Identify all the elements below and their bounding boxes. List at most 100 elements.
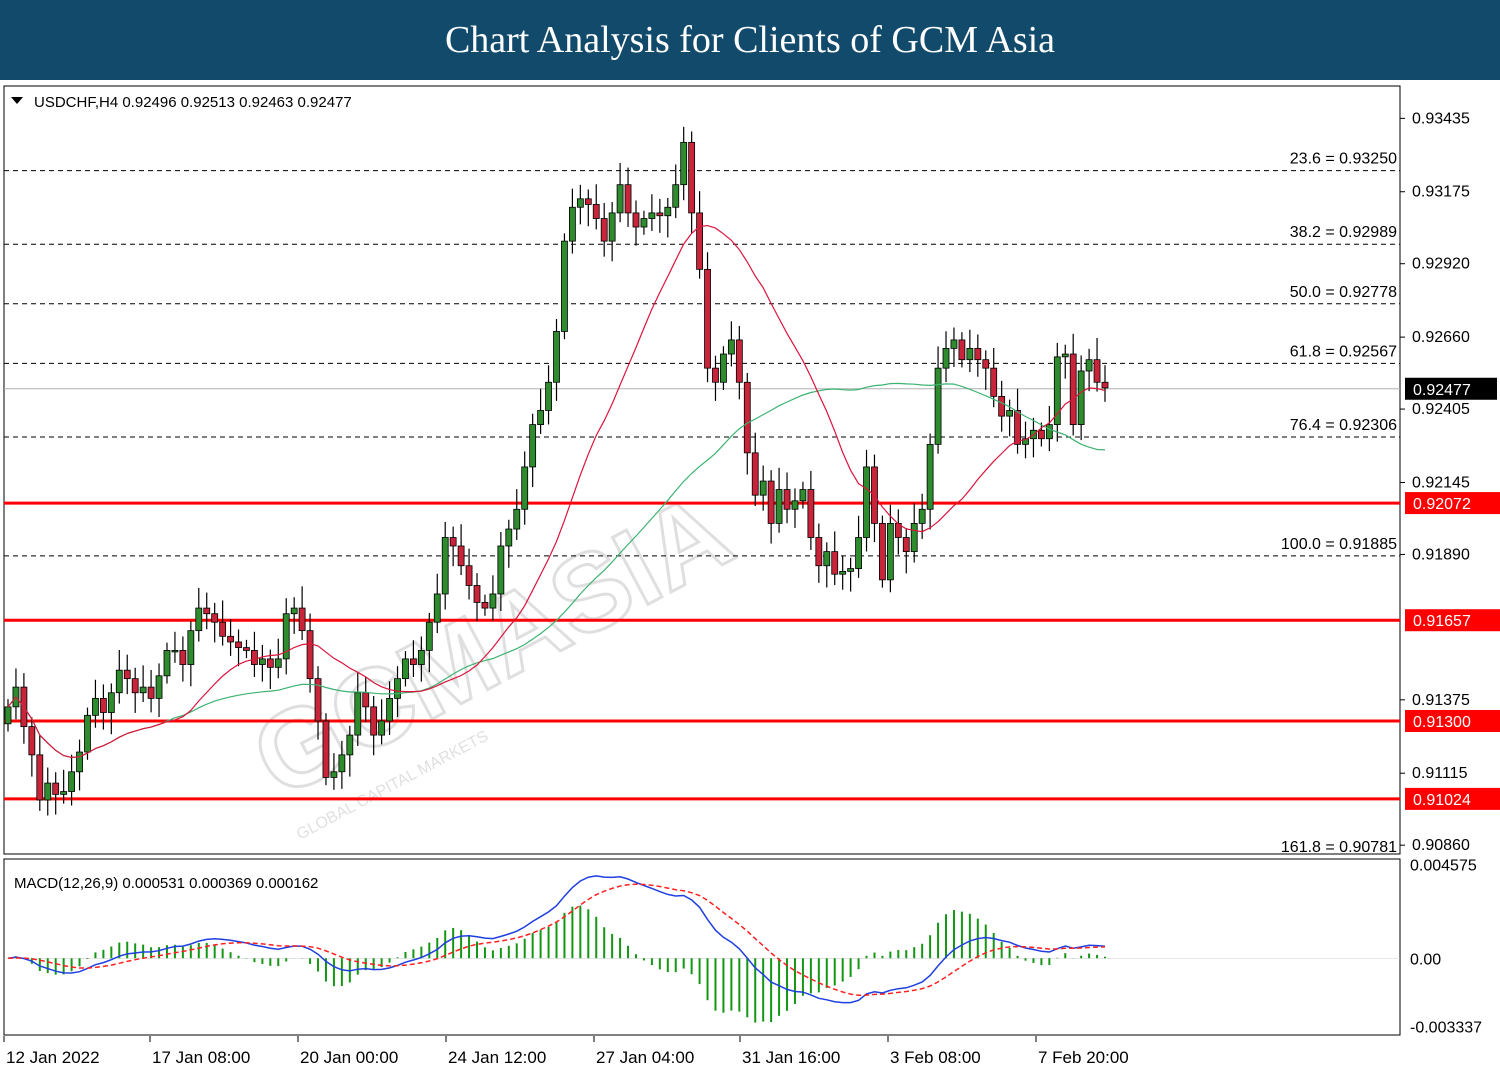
candle-body: [60, 791, 68, 795]
candle-body: [147, 686, 155, 699]
candle-body: [298, 607, 306, 632]
menu-triangle-icon[interactable]: [11, 97, 23, 104]
candle-body: [4, 706, 12, 725]
sr-price-tag: [1405, 492, 1500, 515]
candle-body: [68, 771, 75, 792]
candle-body: [163, 650, 171, 677]
candle-body: [545, 381, 552, 411]
fib-level-label: 23.6 = 0.93250: [1290, 151, 1397, 168]
candle-body: [783, 489, 791, 510]
price-axis-tick-label: 0.91375: [1412, 692, 1470, 709]
candle-body: [600, 218, 608, 242]
candle-body: [735, 339, 743, 383]
price-header: USDCHF,H4 0.92496 0.92513 0.92463 0.9247…: [34, 94, 352, 111]
fib-level-label: 100.0 = 0.91885: [1281, 536, 1397, 553]
candle-body: [155, 675, 163, 699]
candle-body: [457, 545, 465, 567]
candle-body: [370, 706, 378, 736]
sr-price-tag-label: 0.91300: [1413, 714, 1471, 731]
candle-body: [338, 754, 346, 773]
candle-body: [346, 734, 354, 756]
candle-body: [791, 500, 799, 510]
candle-body: [624, 184, 632, 214]
candle-body: [402, 658, 409, 680]
sr-price-tag-label: 0.92072: [1413, 496, 1471, 513]
candle-body: [131, 678, 139, 694]
time-axis-tick-label: 27 Jan 04:00: [596, 1048, 694, 1067]
candle-body: [879, 522, 886, 581]
time-axis-tick-label: 31 Jan 16:00: [742, 1048, 840, 1067]
chart-title-banner: Chart Analysis for Clients of GCM Asia: [0, 0, 1500, 80]
price-axis-tick-label: 0.91115: [1412, 765, 1468, 782]
current-price-tag: [1405, 377, 1497, 400]
current-price-tag-label: 0.92477: [1413, 382, 1471, 399]
candle-body: [497, 545, 505, 595]
candle-body: [712, 367, 719, 383]
candle-body: [696, 212, 703, 270]
candle-body: [799, 489, 807, 502]
candle-body: [362, 692, 370, 708]
candle-body: [235, 641, 242, 648]
candle-body: [386, 698, 393, 722]
time-axis-tick-label: 7 Feb 20:00: [1038, 1048, 1129, 1067]
candle-body: [592, 204, 600, 219]
candle-body: [966, 347, 974, 361]
macd-line: [7, 875, 1106, 1004]
candle-body: [195, 607, 203, 632]
candle-body: [616, 184, 624, 214]
time-axis-tick-label: 20 Jan 00:00: [300, 1048, 398, 1067]
fib-level-label: 76.4 = 0.92306: [1290, 417, 1397, 434]
candle-body: [648, 212, 656, 219]
candle-body: [513, 508, 521, 530]
candle-body: [171, 650, 179, 653]
sr-price-tag-label: 0.91657: [1413, 613, 1471, 630]
candle-body: [52, 782, 60, 795]
candle-body: [187, 630, 195, 665]
candle-body: [537, 410, 545, 426]
candle-body: [727, 339, 735, 355]
candle-body: [561, 240, 568, 332]
candle-body: [266, 658, 274, 668]
candle-body: [720, 353, 727, 383]
candle-body: [529, 424, 537, 468]
sr-price-tag: [1405, 609, 1500, 632]
candle-body: [1069, 353, 1077, 426]
candle-body: [759, 480, 767, 496]
candle-body: [823, 551, 831, 567]
price-axis-tick-label: 0.93435: [1412, 110, 1470, 127]
price-panel-frame: [3, 85, 1401, 855]
candle-body: [1022, 438, 1029, 445]
candle-body: [274, 658, 282, 668]
macd-panel: [4, 875, 1400, 1023]
candle-body: [767, 480, 775, 524]
candle-body: [1053, 356, 1061, 426]
candle-body: [473, 585, 481, 603]
candle-body: [688, 141, 696, 214]
time-axis-tick-label: 17 Jan 08:00: [152, 1048, 250, 1067]
candle-body: [584, 198, 592, 205]
candle-body: [139, 686, 147, 694]
candle-body: [672, 184, 680, 208]
price-axis-tick-label: 0.92660: [1412, 329, 1470, 346]
candle-body: [282, 613, 290, 660]
candle-body: [505, 528, 513, 547]
candle-body: [751, 452, 759, 496]
price-axis-tick-label: 0.90860: [1412, 837, 1470, 854]
candle-body: [950, 339, 958, 349]
candle-body: [521, 466, 529, 510]
fib-level-label: 61.8 = 0.92567: [1290, 343, 1397, 360]
time-axis-tick-label: 12 Jan 2022: [6, 1048, 100, 1067]
macd-axis-tick-label: 0.004575: [1410, 858, 1477, 875]
candle-body: [640, 218, 648, 228]
candle-body: [863, 466, 870, 538]
macd-panel-frame: [3, 858, 1401, 1036]
candle-body: [465, 565, 473, 586]
candle-body: [481, 602, 489, 609]
candle-body: [815, 537, 823, 567]
candle-body: [807, 489, 815, 538]
candle-body: [839, 570, 847, 575]
candle-body: [847, 568, 855, 572]
candle-body: [243, 647, 250, 651]
candle-body: [417, 650, 425, 665]
candle-body: [656, 212, 664, 217]
